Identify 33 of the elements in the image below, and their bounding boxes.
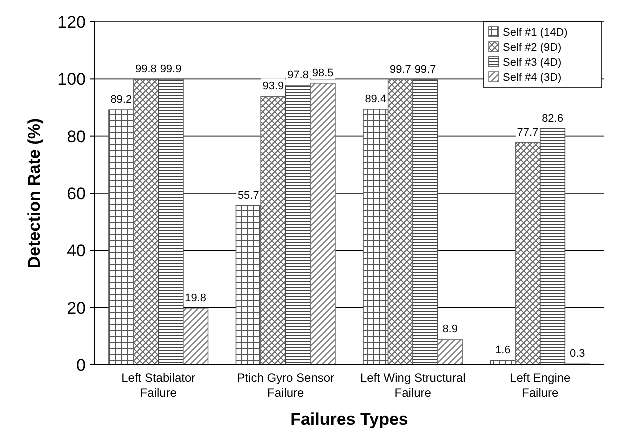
y-axis-title: Detection Rate (%) xyxy=(25,118,44,269)
data-label: 8.9 xyxy=(442,324,458,336)
data-label: 77.7 xyxy=(517,126,539,139)
data-label: 0.3 xyxy=(570,348,586,360)
data-label: 1.6 xyxy=(496,344,511,356)
y-tick-label: 100 xyxy=(58,70,86,90)
legend-label: Self #3 (4D) xyxy=(503,57,562,69)
data-label: 97.8 xyxy=(288,69,309,82)
x-tick-label: Left Wing Structural Failure xyxy=(360,371,466,400)
y-tick-label: 20 xyxy=(67,298,86,318)
data-label: 82.6 xyxy=(542,112,564,125)
data-label: 99.8 xyxy=(136,64,157,76)
x-axis-title: Failures Types xyxy=(290,410,408,429)
data-label: 93.9 xyxy=(262,80,284,93)
y-tick-label: 60 xyxy=(67,184,86,204)
data-label: 99.7 xyxy=(414,64,436,76)
data-label: 89.4 xyxy=(365,93,387,106)
legend-label: Self #1 (14D) xyxy=(503,27,568,39)
y-tick-label: 80 xyxy=(67,127,86,146)
data-label: 99.9 xyxy=(160,63,182,76)
data-label: 99.7 xyxy=(390,64,412,76)
legend-label: Self #2 (9D) xyxy=(503,42,562,54)
x-tick-label: Ptich Gyro Sensor Failure xyxy=(237,371,335,400)
x-tick-label: Left Engine Failure xyxy=(510,371,572,400)
data-label: 55.7 xyxy=(238,190,260,202)
data-label: 98.5 xyxy=(312,67,334,80)
y-tick-label: 120 xyxy=(58,12,86,32)
data-label: 19.8 xyxy=(185,292,207,304)
x-tick-label: Left Stabilator Failure xyxy=(122,371,196,400)
legend-label: Self #4 (3D) xyxy=(503,72,562,84)
data-label: 89.2 xyxy=(110,94,132,106)
y-tick-label: 40 xyxy=(67,242,86,261)
y-tick-label: 0 xyxy=(76,356,86,375)
